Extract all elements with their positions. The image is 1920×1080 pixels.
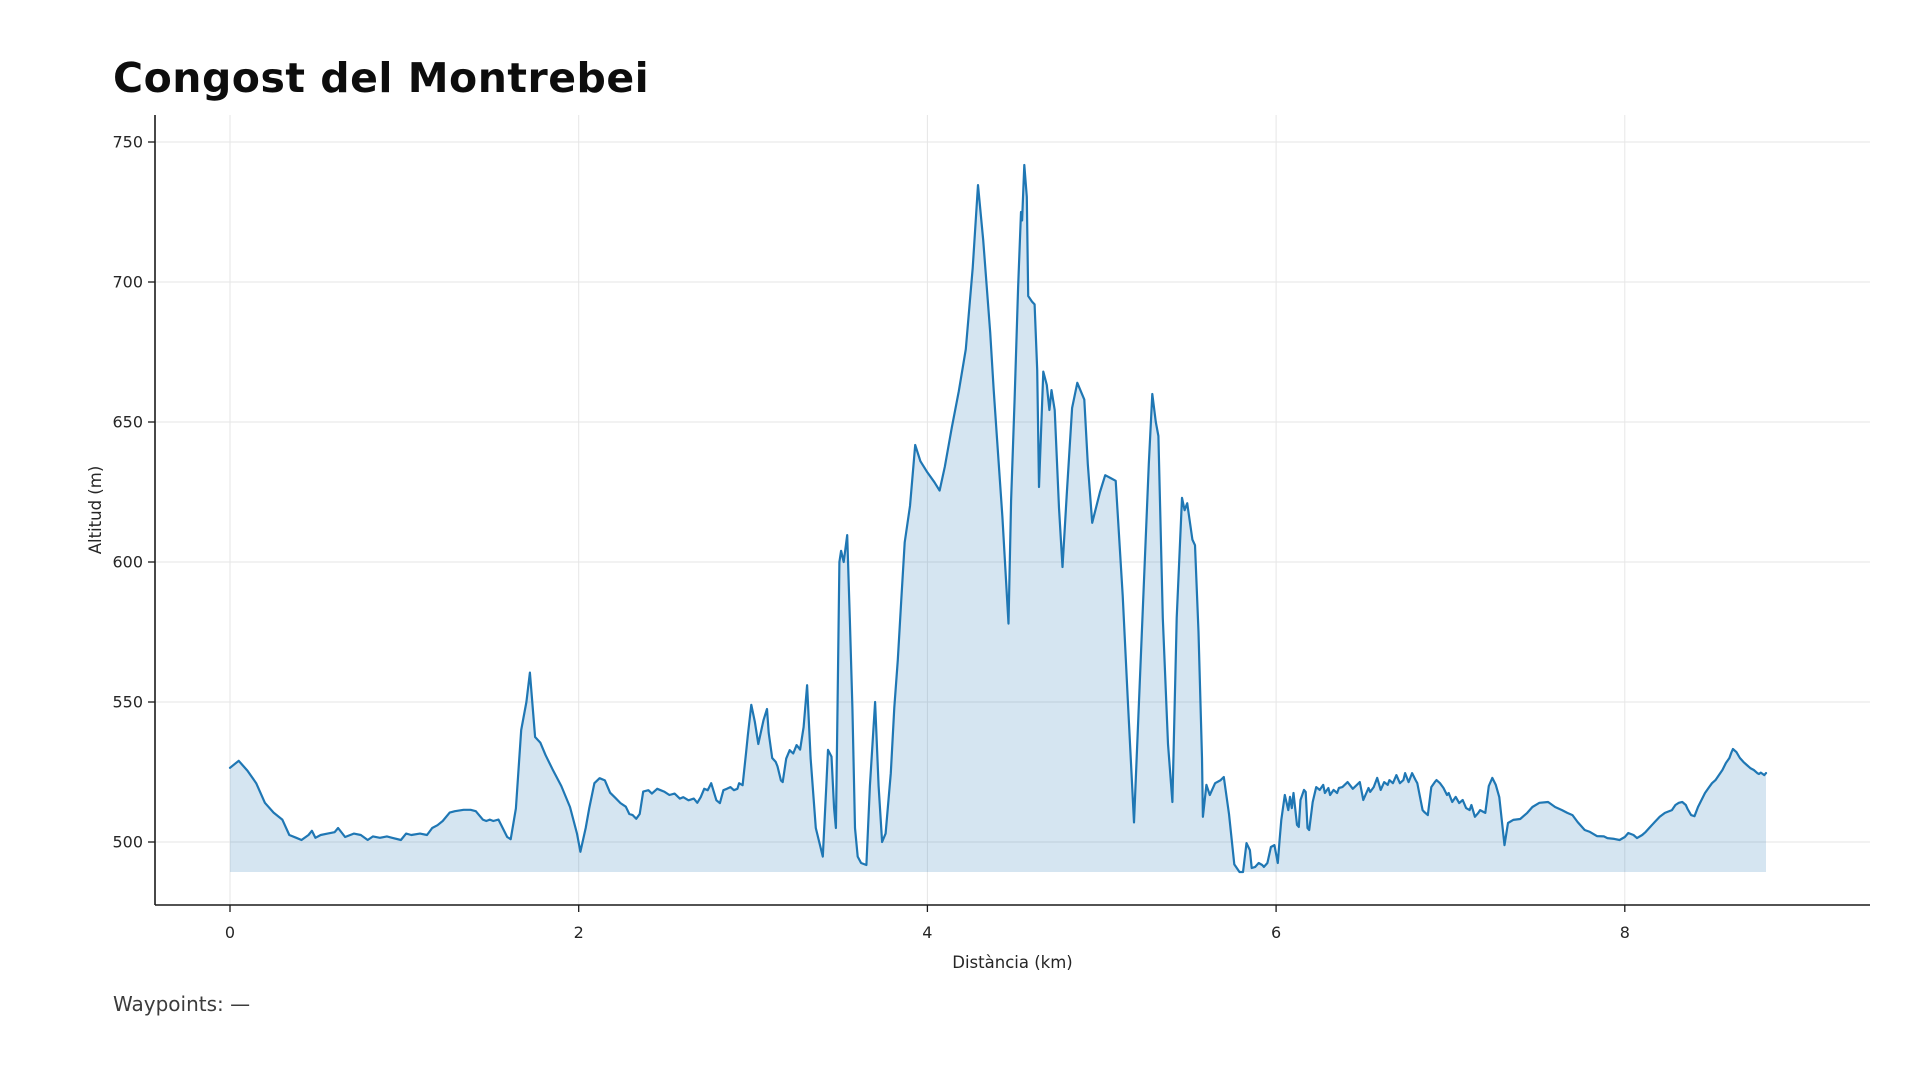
x-tick-label-2: 2 — [574, 923, 584, 942]
grid — [155, 115, 1870, 905]
x-axis-label: Distància (km) — [952, 953, 1072, 972]
y-tick-label-500: 500 — [112, 833, 143, 852]
elevation-line-path — [228, 163, 1768, 874]
y-tick-label-700: 700 — [112, 273, 143, 292]
x-tick-label-0: 0 — [225, 923, 235, 942]
y-tick-label-650: 650 — [112, 413, 143, 432]
tick-marks — [148, 141, 1626, 912]
chart-title: Congost del Montrebei — [113, 54, 650, 102]
y-axis-label: Altitud (m) — [86, 466, 105, 555]
x-tick-label-6: 6 — [1271, 923, 1281, 942]
elevation-area — [230, 165, 1766, 872]
y-tick-label-550: 550 — [112, 693, 143, 712]
waypoints-note: Waypoints: — — [113, 992, 251, 1016]
x-tick-label-8: 8 — [1620, 923, 1630, 942]
y-tick-label-750: 750 — [112, 133, 143, 152]
axis-labels: Distància (km) Altitud (m) — [86, 466, 1073, 972]
y-tick-label-600: 600 — [112, 553, 143, 572]
elevation-area-fill — [230, 165, 1766, 872]
elevation-line — [228, 163, 1768, 874]
tick-labels: 500 550 600 650 700 750 0 2 4 6 8 — [112, 133, 1629, 943]
axes — [154, 115, 1870, 906]
x-tick-label-4: 4 — [922, 923, 932, 942]
